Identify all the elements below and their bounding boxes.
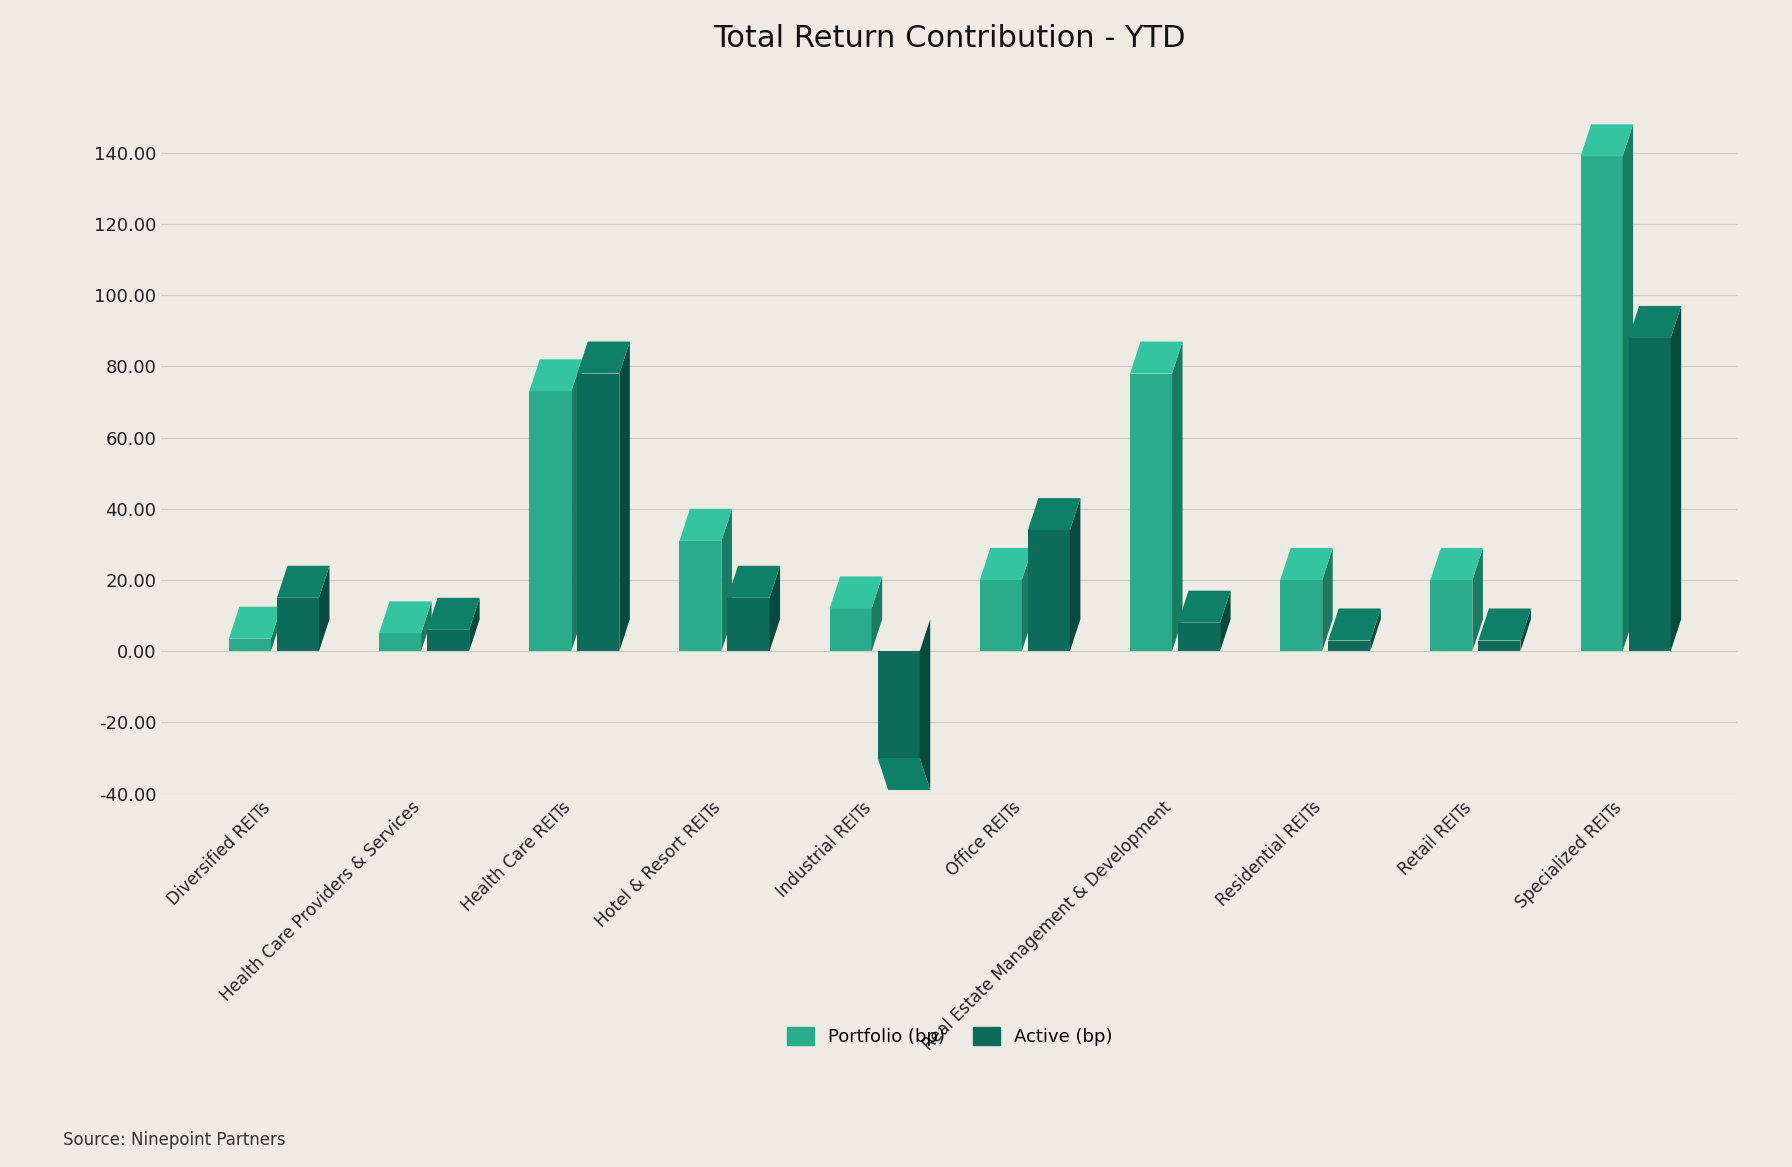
Polygon shape bbox=[1322, 548, 1333, 651]
Polygon shape bbox=[878, 651, 919, 759]
Polygon shape bbox=[271, 607, 281, 651]
Polygon shape bbox=[1131, 342, 1183, 373]
Polygon shape bbox=[1029, 530, 1070, 651]
Polygon shape bbox=[1629, 306, 1681, 338]
Polygon shape bbox=[1328, 641, 1371, 651]
Polygon shape bbox=[878, 759, 930, 790]
Polygon shape bbox=[830, 576, 882, 608]
Polygon shape bbox=[769, 566, 780, 651]
Polygon shape bbox=[577, 373, 620, 651]
Polygon shape bbox=[871, 576, 882, 651]
Polygon shape bbox=[620, 342, 629, 651]
Polygon shape bbox=[1473, 548, 1484, 651]
Polygon shape bbox=[229, 638, 271, 651]
Polygon shape bbox=[679, 540, 722, 651]
Title: Total Return Contribution - YTD: Total Return Contribution - YTD bbox=[713, 25, 1186, 53]
Polygon shape bbox=[1478, 641, 1520, 651]
Polygon shape bbox=[1029, 498, 1081, 530]
Polygon shape bbox=[1622, 125, 1633, 651]
Polygon shape bbox=[426, 630, 470, 651]
Polygon shape bbox=[1581, 125, 1633, 156]
Polygon shape bbox=[1478, 608, 1530, 641]
Polygon shape bbox=[1220, 591, 1231, 651]
Polygon shape bbox=[1021, 548, 1032, 651]
Text: Source: Ninepoint Partners: Source: Ninepoint Partners bbox=[63, 1132, 285, 1149]
Polygon shape bbox=[380, 601, 432, 634]
Polygon shape bbox=[229, 607, 281, 638]
Polygon shape bbox=[1581, 156, 1622, 651]
Polygon shape bbox=[1070, 498, 1081, 651]
Polygon shape bbox=[529, 391, 572, 651]
Polygon shape bbox=[1629, 338, 1670, 651]
Polygon shape bbox=[919, 620, 930, 790]
Polygon shape bbox=[577, 342, 629, 373]
Polygon shape bbox=[980, 548, 1032, 580]
Polygon shape bbox=[722, 509, 731, 651]
Legend: Portfolio (bp), Active (bp): Portfolio (bp), Active (bp) bbox=[778, 1018, 1122, 1055]
Polygon shape bbox=[1430, 580, 1473, 651]
Polygon shape bbox=[470, 598, 480, 651]
Polygon shape bbox=[278, 566, 330, 598]
Polygon shape bbox=[1279, 580, 1322, 651]
Polygon shape bbox=[1131, 373, 1172, 651]
Polygon shape bbox=[572, 359, 582, 651]
Polygon shape bbox=[278, 598, 319, 651]
Polygon shape bbox=[1172, 342, 1183, 651]
Polygon shape bbox=[1670, 306, 1681, 651]
Polygon shape bbox=[1177, 591, 1231, 623]
Polygon shape bbox=[421, 601, 432, 651]
Polygon shape bbox=[1520, 608, 1530, 651]
Polygon shape bbox=[830, 608, 871, 651]
Polygon shape bbox=[1328, 608, 1382, 641]
Polygon shape bbox=[728, 566, 780, 598]
Polygon shape bbox=[679, 509, 731, 540]
Polygon shape bbox=[319, 566, 330, 651]
Polygon shape bbox=[1279, 548, 1333, 580]
Polygon shape bbox=[380, 634, 421, 651]
Polygon shape bbox=[980, 580, 1021, 651]
Polygon shape bbox=[1430, 548, 1484, 580]
Polygon shape bbox=[426, 598, 480, 630]
Polygon shape bbox=[529, 359, 582, 391]
Polygon shape bbox=[1371, 608, 1382, 651]
Polygon shape bbox=[728, 598, 769, 651]
Polygon shape bbox=[1177, 623, 1220, 651]
